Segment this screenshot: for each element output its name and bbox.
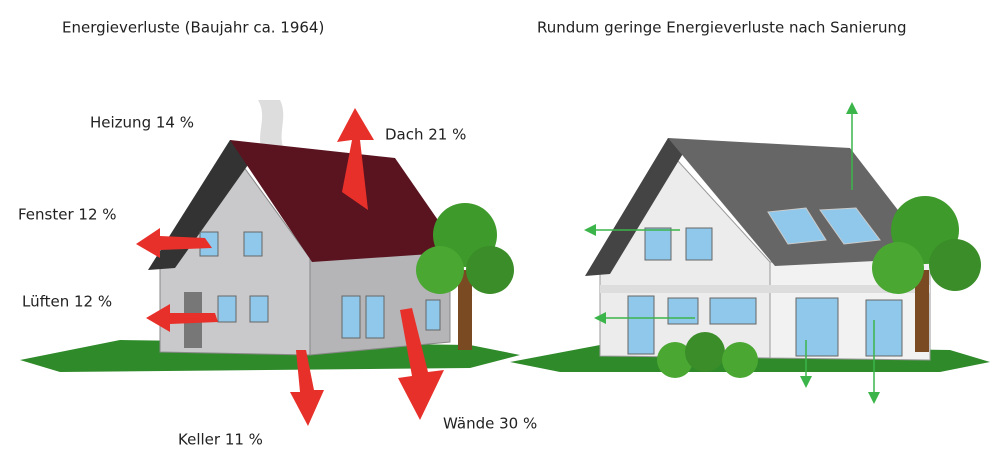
loss-label: Heizung 14 % — [90, 114, 194, 132]
loss-label: Fenster 12 % — [18, 206, 117, 224]
loss-label: Wände 30 % — [443, 415, 537, 433]
old-house — [20, 100, 520, 426]
infographic: Energieverluste (Baujahr ca. 1964) Rundu… — [0, 0, 1004, 450]
left-title: Energieverluste (Baujahr ca. 1964) — [62, 19, 324, 37]
renovated-house — [510, 108, 990, 398]
right-title: Rundum geringe Energieverluste nach Sani… — [537, 19, 907, 37]
loss-label: Lüften 12 % — [22, 293, 112, 311]
page: {"left": {"title": "Energieverluste (Bau… — [0, 0, 1004, 450]
loss-label: Dach 21 % — [385, 126, 466, 144]
loss-label: Keller 11 % — [178, 431, 263, 449]
